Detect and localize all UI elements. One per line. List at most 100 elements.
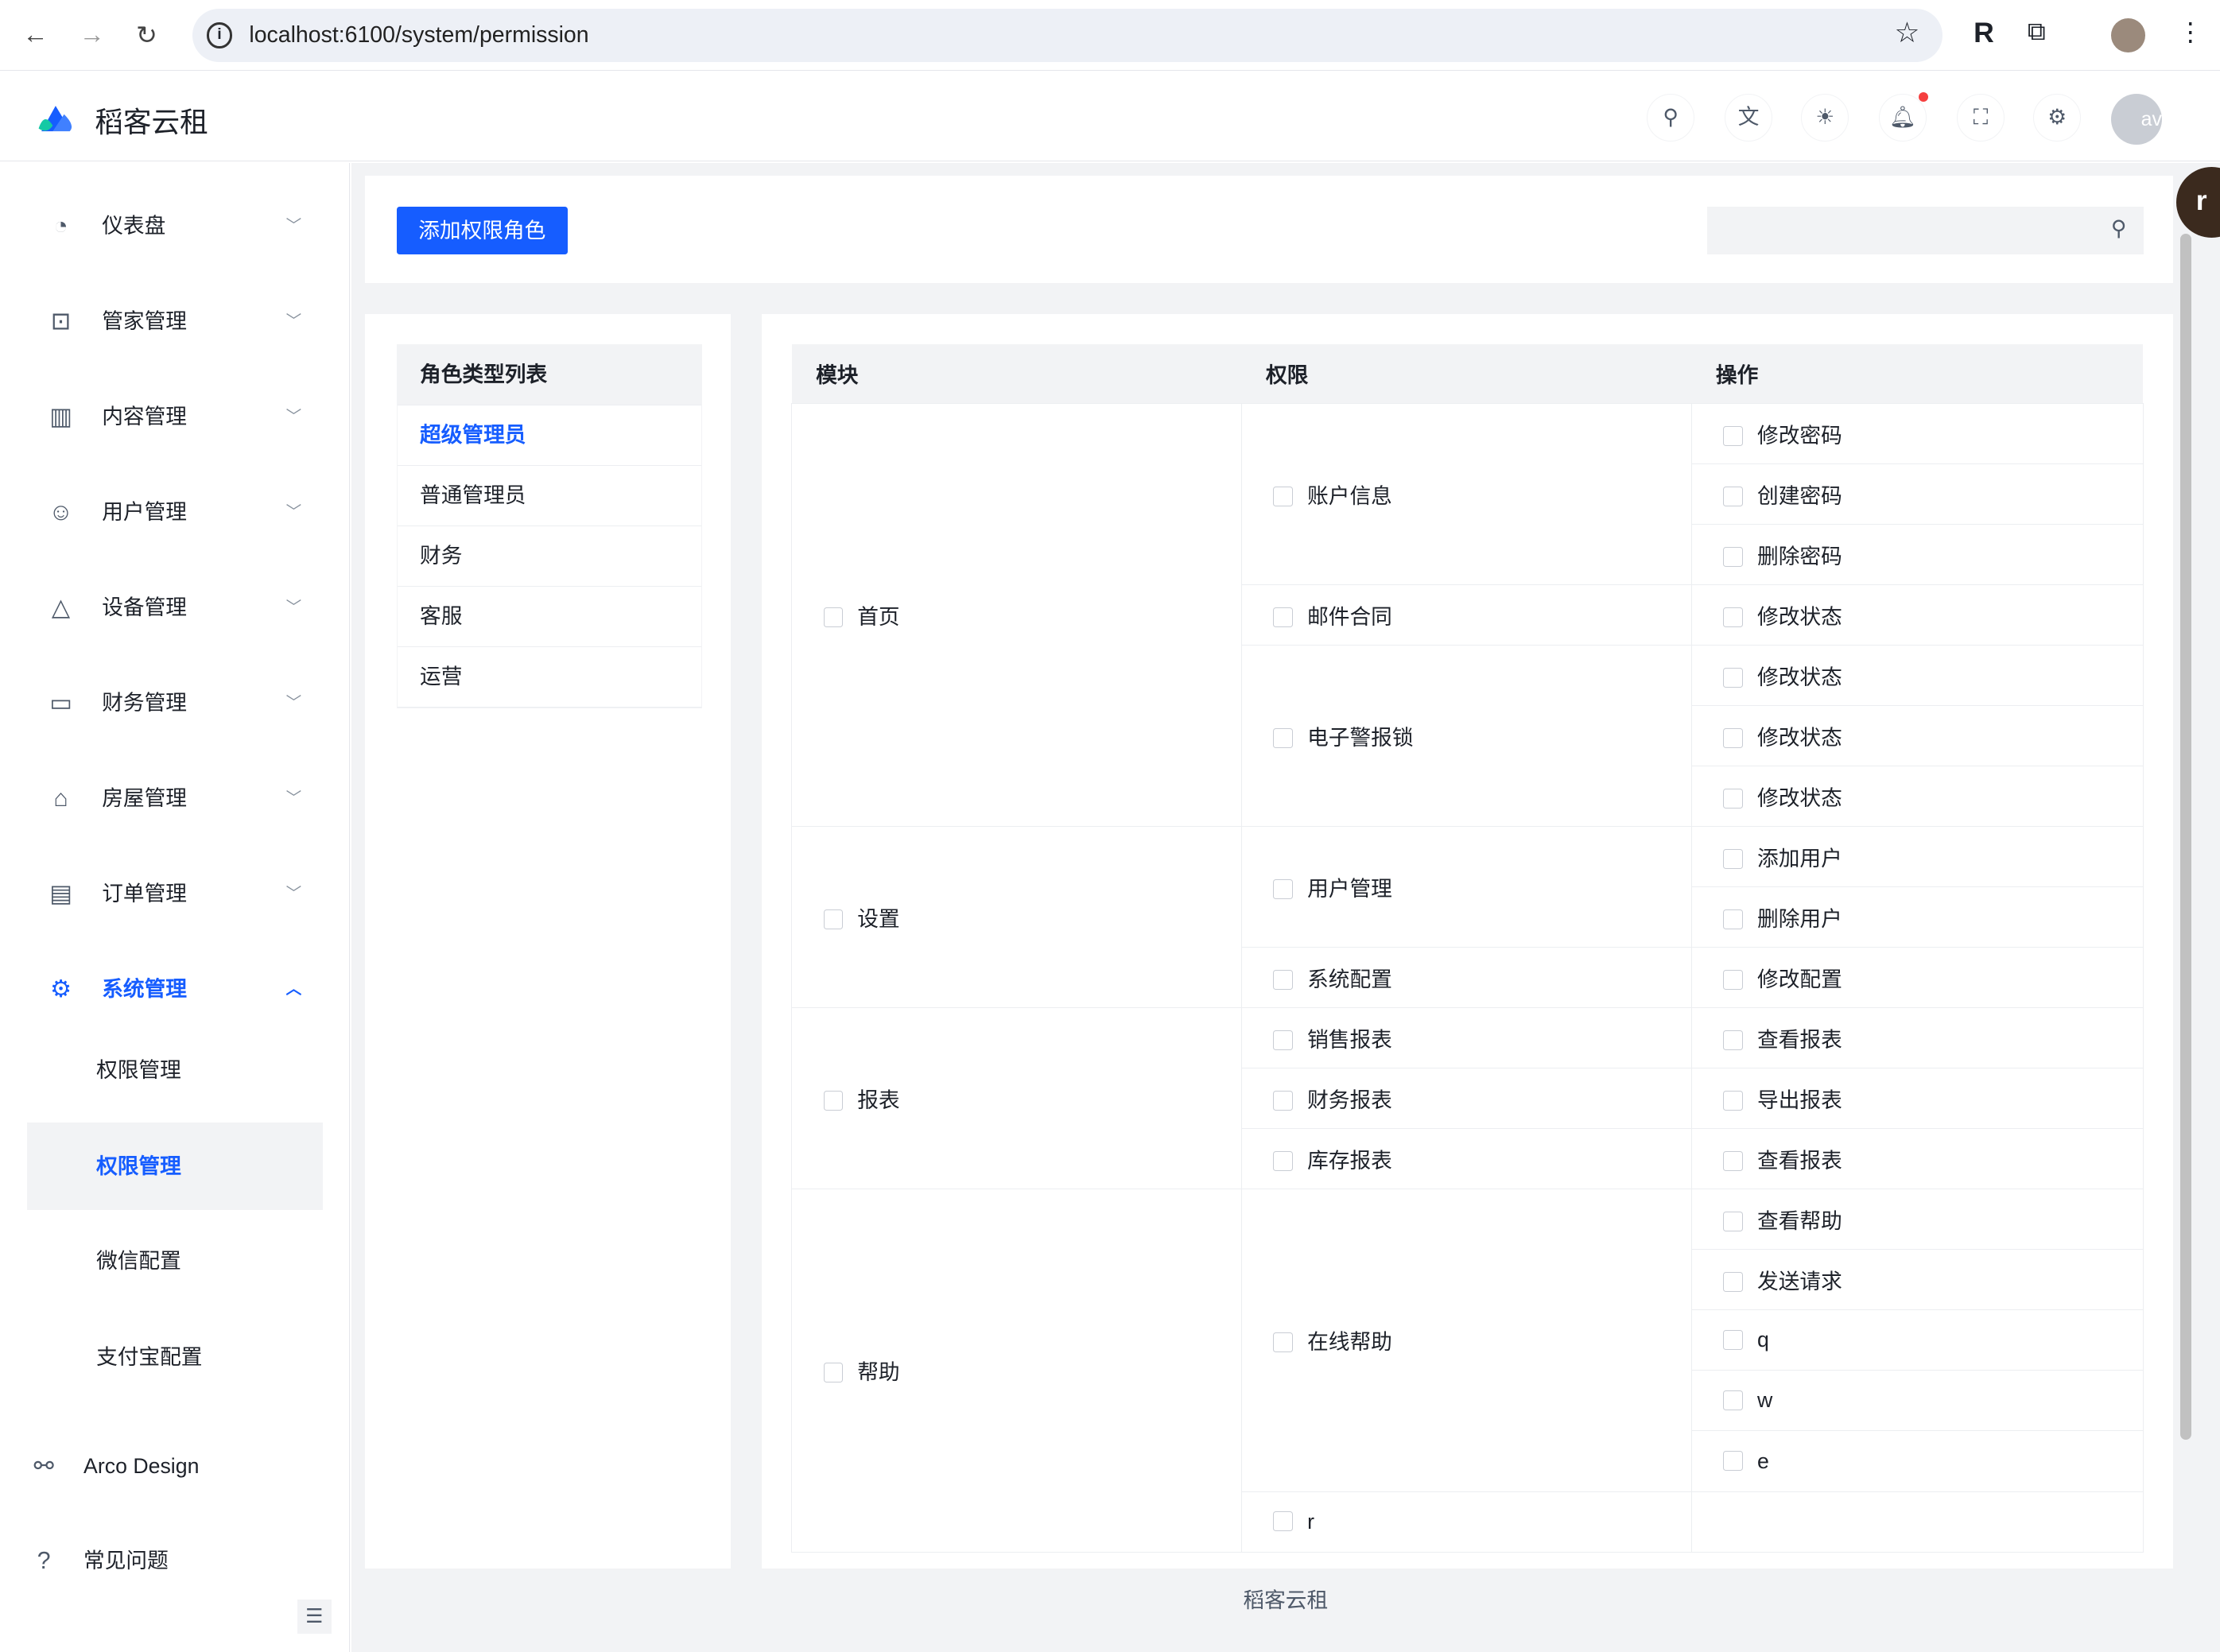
reload-icon[interactable]: ↻ <box>135 20 157 49</box>
checkbox[interactable] <box>1273 1332 1294 1352</box>
checkbox[interactable] <box>1723 425 1744 446</box>
bell-icon[interactable]: 🔔︎ <box>1878 93 1927 142</box>
search-input[interactable]: ⚲ <box>1707 206 2144 255</box>
address-bar[interactable]: i localhost:6100/system/permission ☆ <box>192 8 1942 63</box>
role-item[interactable]: 超级管理员 <box>397 405 702 466</box>
checkbox[interactable] <box>1723 969 1744 990</box>
search-icon[interactable]: ⚲ <box>1646 93 1695 142</box>
sidebar-link[interactable]: ? 常见问题 <box>0 1533 350 1589</box>
checkbox[interactable] <box>823 607 844 627</box>
sidebar-item[interactable]: ▭ 财务管理 ﹀ <box>0 675 350 731</box>
checkbox[interactable] <box>1273 727 1294 748</box>
sidebar-subitem[interactable]: 支付宝配置 <box>96 1345 203 1370</box>
app-header: 稻客云租 ⚲ 文 ☀ 🔔︎ ⛶ ⚙ av <box>0 72 2220 161</box>
checkbox[interactable] <box>1723 546 1744 567</box>
checkbox[interactable] <box>1273 607 1294 627</box>
info-icon[interactable]: i <box>206 22 232 48</box>
user-icon: ☺ <box>49 499 73 526</box>
permission-label: 系统配置 <box>1307 968 1392 992</box>
operation-label: 查看报表 <box>1757 1028 1842 1053</box>
permission-label: 电子警报锁 <box>1307 726 1414 750</box>
checkbox[interactable] <box>1723 1272 1744 1292</box>
menu-icon[interactable]: ⋮ <box>2177 17 2203 47</box>
role-item[interactable]: 客服 <box>397 587 702 647</box>
chevron-down-icon: ﹀ <box>285 694 302 712</box>
column-header: 权限 <box>1241 343 1692 404</box>
checkbox[interactable] <box>1723 909 1744 929</box>
checkbox[interactable] <box>1723 1150 1744 1171</box>
gear-icon[interactable]: ⚙ <box>2032 93 2082 142</box>
checkbox[interactable] <box>1273 486 1294 506</box>
checkbox[interactable] <box>1723 788 1744 809</box>
permission-cell: r <box>1241 1491 1693 1553</box>
sidebar-link[interactable]: ⚯ Arco Design <box>0 1438 350 1495</box>
sidebar-item[interactable]: ☺ 用户管理 ﹀ <box>0 484 350 541</box>
checkbox[interactable] <box>1723 1451 1744 1472</box>
permission-table: 模块 权限 操作 首页 账户信息 修改密码 创建密码 删除密码 邮件合同 修改状态 电子警报锁 修改状… <box>791 343 2144 1553</box>
table-row: q <box>792 1309 2144 1371</box>
sidebar-item[interactable]: △ 设备管理 ﹀ <box>0 580 350 636</box>
search-icon[interactable]: ⚲ <box>2110 216 2127 241</box>
dashboard-icon: ◔ <box>53 213 68 240</box>
sidebar-subitem[interactable]: 权限管理 <box>26 1123 323 1211</box>
checkbox[interactable] <box>1723 607 1744 627</box>
checkbox[interactable] <box>1273 1030 1294 1050</box>
operation-cell: 创建密码 <box>1691 463 2144 525</box>
sidebar-item[interactable]: ▥ 内容管理 ﹀ <box>0 389 350 445</box>
sidebar-subitem[interactable]: 微信配置 <box>96 1249 181 1274</box>
checkbox[interactable] <box>1723 1030 1744 1050</box>
collapse-sidebar-button[interactable]: ☰ <box>297 1600 332 1634</box>
user-avatar[interactable]: av <box>2110 93 2162 145</box>
sidebar-item[interactable]: ◔ 仪表盘 ﹀ <box>0 198 350 254</box>
checkbox[interactable] <box>1273 969 1294 990</box>
checkbox[interactable] <box>1273 1090 1294 1111</box>
checkbox[interactable] <box>1723 727 1744 748</box>
sidebar-item[interactable]: ▤ 订单管理 ﹀ <box>0 866 350 922</box>
fullscreen-icon[interactable]: ⛶ <box>1956 93 2005 142</box>
permission-label: 用户管理 <box>1307 877 1392 902</box>
sidebar-item[interactable]: ⊡ 管家管理 ﹀ <box>0 293 350 350</box>
add-role-button[interactable]: 添加权限角色 <box>396 206 568 255</box>
checkbox[interactable] <box>1273 1150 1294 1171</box>
operation-cell: e <box>1691 1430 2144 1492</box>
module-label: 报表 <box>857 1088 900 1113</box>
sidebar-subitem[interactable]: 权限管理 <box>96 1057 181 1082</box>
sidebar-item[interactable]: ⌂ 房屋管理 ﹀ <box>0 770 350 827</box>
extension-r-icon[interactable]: R <box>1974 17 1994 49</box>
checkbox[interactable] <box>1723 486 1744 506</box>
table-row: 系统配置 修改配置 <box>792 947 2144 1009</box>
chevron-down-icon: ﹀ <box>285 503 302 522</box>
role-item[interactable]: 财务 <box>397 526 702 587</box>
translate-icon[interactable]: 文 <box>1724 93 1773 142</box>
book-icon: ▥ <box>49 404 72 431</box>
checkbox[interactable] <box>1723 667 1744 688</box>
checkbox[interactable] <box>1273 878 1294 899</box>
role-item[interactable]: 运营 <box>397 647 702 708</box>
footer-text: 稻客云租 <box>1243 1588 1329 1612</box>
checkbox[interactable] <box>823 1090 844 1111</box>
forward-icon[interactable]: → <box>79 19 105 48</box>
checkbox[interactable] <box>1723 1212 1744 1231</box>
star-icon[interactable]: ☆ <box>1894 17 1920 49</box>
checkbox[interactable] <box>1723 1390 1744 1411</box>
checkbox[interactable] <box>823 1363 844 1382</box>
checkbox[interactable] <box>1273 1511 1294 1532</box>
checkbox[interactable] <box>1723 1090 1744 1111</box>
scrollbar[interactable] <box>2180 233 2192 1440</box>
checkbox[interactable] <box>1723 848 1744 869</box>
sidebar-item-label: 财务管理 <box>102 691 187 715</box>
role-item[interactable]: 普通管理员 <box>397 466 702 526</box>
theme-icon[interactable]: ☀ <box>1800 93 1849 142</box>
sidebar-link-label: 常见问题 <box>83 1549 169 1573</box>
checkbox[interactable] <box>1723 1330 1744 1350</box>
url-text[interactable]: localhost:6100/system/permission <box>249 22 589 48</box>
permission-cell: 电子警报锁 <box>1241 645 1693 828</box>
back-icon[interactable]: ← <box>22 19 49 48</box>
profile-avatar[interactable] <box>2110 18 2145 52</box>
operation-label: e <box>1757 1448 1769 1473</box>
monitor-icon: ▭ <box>49 690 72 717</box>
extensions-icon[interactable]: ⧉ <box>2027 17 2046 46</box>
table-row: 报表 销售报表 查看报表 <box>791 1007 2144 1190</box>
checkbox[interactable] <box>823 909 844 929</box>
sidebar-item[interactable]: ⚙ 系统管理 ︿ <box>0 961 350 1018</box>
